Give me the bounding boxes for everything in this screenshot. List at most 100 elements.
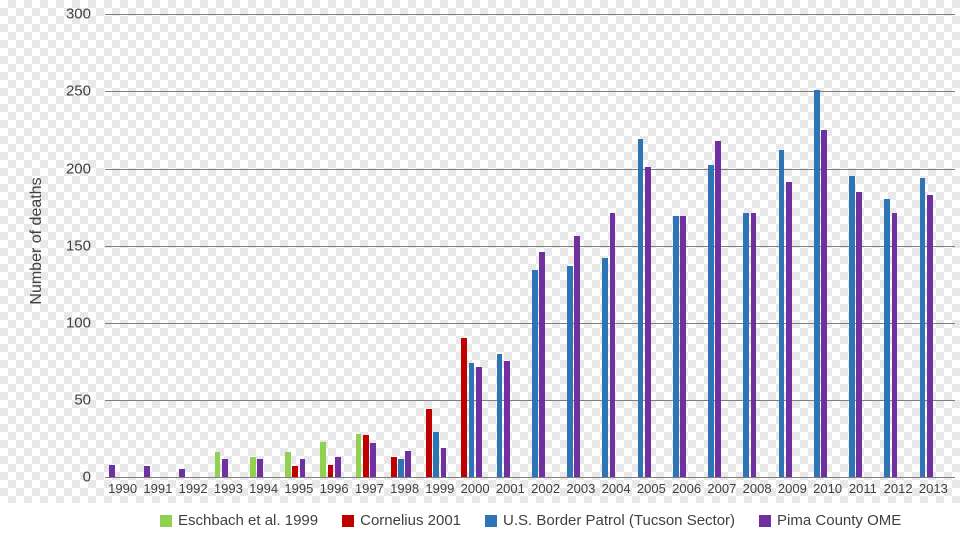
bar: [335, 457, 341, 477]
bar: [426, 409, 432, 477]
bar: [680, 216, 686, 477]
xtick-label: 2003: [566, 481, 595, 496]
bar: [567, 266, 573, 477]
xtick-label: 1998: [390, 481, 419, 496]
bar: [920, 178, 926, 477]
bar: [708, 165, 714, 477]
xtick-label: 1996: [320, 481, 349, 496]
bar: [779, 150, 785, 477]
xtick-label: 1994: [249, 481, 278, 496]
gridline: [105, 91, 955, 92]
bar: [574, 236, 580, 477]
legend: Eschbach et al. 1999 Cornelius 2001 U.S. B…: [160, 512, 901, 529]
bar: [328, 465, 334, 477]
bar: [856, 192, 862, 477]
bar: [821, 130, 827, 477]
legend-item: Eschbach et al. 1999: [160, 512, 318, 529]
bar: [469, 363, 475, 477]
gridline: [105, 169, 955, 170]
xtick-label: 2012: [884, 481, 913, 496]
legend-swatch: [342, 515, 354, 527]
bar: [300, 459, 306, 478]
ytick-label: 0: [0, 469, 91, 486]
bar: [179, 469, 185, 477]
legend-swatch: [485, 515, 497, 527]
gridline: [105, 246, 955, 247]
bar: [441, 448, 447, 477]
bar: [476, 367, 482, 477]
xtick-label: 1990: [108, 481, 137, 496]
gridline: [105, 477, 955, 478]
xtick-label: 2005: [637, 481, 666, 496]
bar: [433, 432, 439, 477]
xtick-label: 2006: [672, 481, 701, 496]
xtick-label: 2002: [531, 481, 560, 496]
xtick-label: 1993: [214, 481, 243, 496]
bar: [814, 90, 820, 477]
legend-item: U.S. Border Patrol (Tucson Sector): [485, 512, 735, 529]
bar: [786, 182, 792, 477]
bar: [144, 466, 150, 477]
xtick-label: 2013: [919, 481, 948, 496]
bar: [222, 459, 228, 478]
bar: [405, 451, 411, 477]
deaths-bar-chart: 050100150200250300 199019911992199319941…: [0, 0, 960, 537]
legend-swatch: [160, 515, 172, 527]
xtick-label: 1991: [143, 481, 172, 496]
gridline: [105, 323, 955, 324]
legend-label: Cornelius 2001: [360, 512, 461, 529]
bar: [363, 435, 369, 477]
xtick-label: 2007: [707, 481, 736, 496]
bar: [539, 252, 545, 477]
ytick-label: 50: [0, 391, 91, 408]
bar: [391, 457, 397, 477]
xtick-label: 2009: [778, 481, 807, 496]
bar: [751, 213, 757, 477]
bar: [715, 141, 721, 477]
legend-item: Pima County OME: [759, 512, 901, 529]
ytick-label: 200: [0, 160, 91, 177]
bar: [673, 216, 679, 477]
legend-label: U.S. Border Patrol (Tucson Sector): [503, 512, 735, 529]
bar: [285, 452, 291, 477]
bar: [320, 442, 326, 477]
bar: [610, 213, 616, 477]
plot-area: [105, 5, 955, 477]
bar: [504, 361, 510, 477]
bar: [532, 270, 538, 477]
bar: [356, 434, 362, 477]
ytick-label: 250: [0, 83, 91, 100]
y-axis-label: Number of deaths: [28, 177, 46, 304]
bar: [461, 338, 467, 477]
bar: [398, 459, 404, 478]
bar: [370, 443, 376, 477]
bar: [884, 199, 890, 477]
bar: [645, 167, 651, 477]
bar: [638, 139, 644, 477]
bar: [257, 459, 263, 478]
bar: [602, 258, 608, 477]
bar: [743, 213, 749, 477]
xtick-label: 2000: [461, 481, 490, 496]
legend-label: Pima County OME: [777, 512, 901, 529]
xtick-label: 2011: [849, 481, 877, 496]
bar: [892, 213, 898, 477]
bar: [292, 466, 298, 477]
xtick-label: 1997: [355, 481, 384, 496]
bar: [849, 176, 855, 477]
legend-item: Cornelius 2001: [342, 512, 461, 529]
legend-label: Eschbach et al. 1999: [178, 512, 318, 529]
ytick-label: 100: [0, 314, 91, 331]
bar: [250, 457, 256, 477]
bar: [215, 452, 221, 477]
bar: [109, 465, 115, 477]
gridline: [105, 400, 955, 401]
xtick-label: 2001: [496, 481, 525, 496]
xtick-label: 2010: [813, 481, 842, 496]
bar: [927, 195, 933, 477]
xtick-label: 2004: [602, 481, 631, 496]
bar: [497, 354, 503, 477]
xtick-label: 2008: [743, 481, 772, 496]
xtick-label: 1999: [425, 481, 454, 496]
xtick-label: 1995: [284, 481, 313, 496]
